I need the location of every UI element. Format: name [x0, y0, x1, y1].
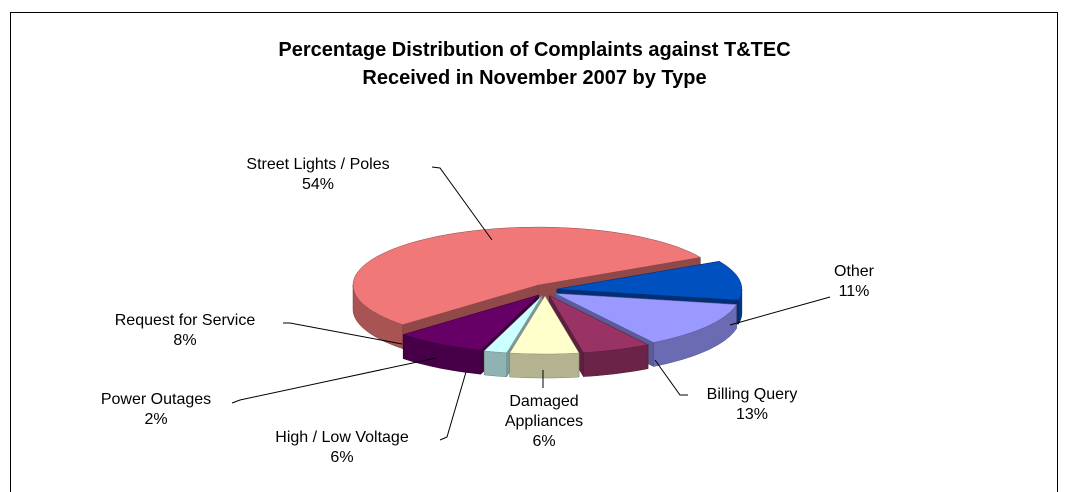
slice-label: Request for Service 8%	[115, 311, 256, 351]
slice-label: Other 11%	[834, 262, 874, 302]
slice	[554, 293, 737, 343]
category-label: Power Outages	[100, 391, 212, 408]
category-label: High / Low Voltage	[275, 429, 409, 446]
slice-label: High / Low Voltage 6%	[275, 428, 408, 468]
slice	[483, 295, 543, 354]
leader-line	[729, 296, 831, 326]
slice-edge	[509, 352, 580, 379]
chart-title: Percentage Distribution of Complaints ag…	[278, 39, 791, 89]
slice-label: Damaged Appliances 6%	[505, 392, 583, 452]
leader-line	[231, 357, 437, 404]
category-label: Request for Service	[114, 312, 256, 329]
slice-label: Power Outages 2%	[101, 390, 211, 430]
slice	[509, 295, 580, 355]
leader-line	[283, 322, 403, 345]
slice	[402, 294, 539, 351]
pie	[352, 226, 743, 379]
value-label: 8%	[173, 332, 197, 349]
category-label: Street Lights / Poles	[246, 156, 390, 173]
leader-line	[439, 371, 467, 441]
leader-line	[654, 359, 688, 396]
category-label: Billing Query	[706, 386, 798, 403]
slice	[548, 294, 649, 353]
value-label: 2%	[144, 411, 168, 428]
slice-label: Billing Query 13%	[707, 385, 798, 425]
slice	[556, 261, 743, 301]
value-label: 6%	[532, 433, 556, 450]
slice-edge	[483, 350, 507, 378]
leader-line	[431, 166, 493, 241]
category-label: Damaged Appliances	[504, 393, 584, 430]
value-label: 11%	[838, 283, 870, 300]
category-label: Other	[833, 263, 875, 280]
value-label: 54%	[301, 176, 335, 193]
value-label: 6%	[330, 449, 354, 466]
slice-label: Street Lights / Poles 54%	[246, 155, 389, 195]
value-label: 13%	[735, 406, 769, 423]
slice	[352, 226, 702, 325]
